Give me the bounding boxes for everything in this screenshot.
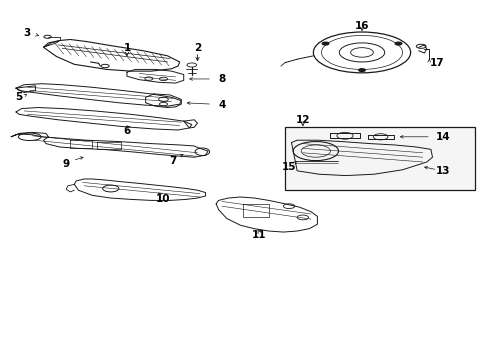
Text: 9: 9 bbox=[62, 159, 70, 169]
Text: 6: 6 bbox=[123, 126, 130, 136]
Text: 1: 1 bbox=[123, 43, 130, 53]
Circle shape bbox=[322, 42, 328, 45]
Text: 13: 13 bbox=[435, 166, 449, 176]
Circle shape bbox=[358, 69, 365, 72]
Text: 17: 17 bbox=[429, 58, 444, 68]
Circle shape bbox=[394, 42, 401, 45]
Text: 14: 14 bbox=[435, 132, 449, 142]
Text: 10: 10 bbox=[156, 194, 170, 204]
Text: 16: 16 bbox=[354, 21, 368, 31]
Text: 7: 7 bbox=[169, 156, 177, 166]
Text: 12: 12 bbox=[295, 116, 309, 126]
Text: 2: 2 bbox=[193, 43, 201, 53]
FancyBboxPatch shape bbox=[285, 127, 474, 190]
Text: 8: 8 bbox=[218, 74, 225, 84]
Text: 11: 11 bbox=[251, 230, 266, 240]
Text: 3: 3 bbox=[23, 28, 31, 38]
Text: 4: 4 bbox=[218, 100, 225, 110]
Text: 5: 5 bbox=[16, 92, 23, 102]
Text: 15: 15 bbox=[281, 162, 296, 172]
